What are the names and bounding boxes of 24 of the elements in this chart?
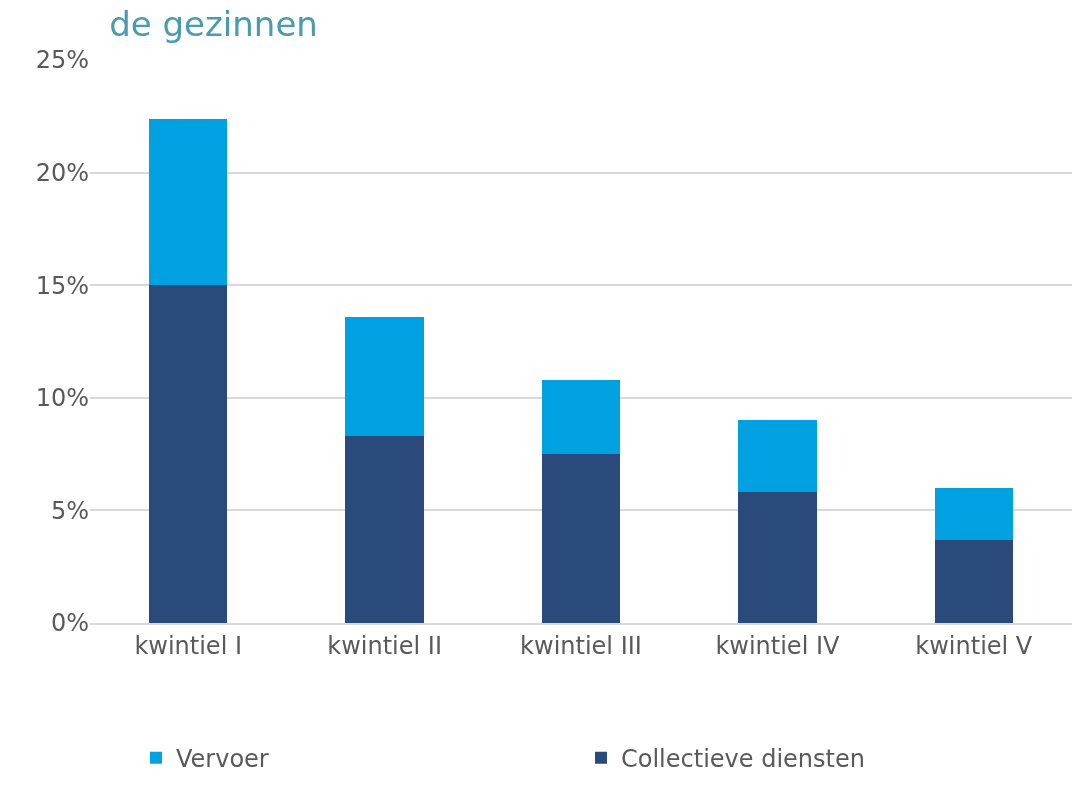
bar: [345, 316, 424, 437]
x-tick-label: kwintiel II: [327, 631, 442, 660]
bar: [148, 118, 228, 286]
y-tick-label: 15%: [35, 271, 89, 300]
bar: [345, 436, 424, 623]
legend-label: Vervoer: [176, 745, 269, 774]
bar: [934, 487, 1014, 540]
x-tick-label: kwintiel IV: [715, 631, 840, 660]
y-tick-label: 5%: [50, 496, 89, 525]
legend-label: Collectieve diensten: [621, 745, 865, 774]
y-tick-label: 20%: [35, 159, 89, 187]
bar: [541, 379, 621, 455]
y-tick-label: 25%: [35, 46, 89, 75]
y-tick-label: 0%: [50, 609, 89, 638]
y-tick-label: 10%: [35, 384, 89, 413]
bar: [541, 454, 621, 623]
bar: [738, 420, 817, 493]
bar: [738, 492, 817, 623]
chart-title: de gezinnen: [109, 3, 318, 44]
bar: [148, 285, 228, 623]
x-tick-label: kwintiel III: [520, 631, 642, 660]
bar: [934, 539, 1014, 623]
x-tick-label: kwintiel I: [134, 631, 243, 660]
x-tick-label: kwintiel V: [915, 631, 1033, 660]
